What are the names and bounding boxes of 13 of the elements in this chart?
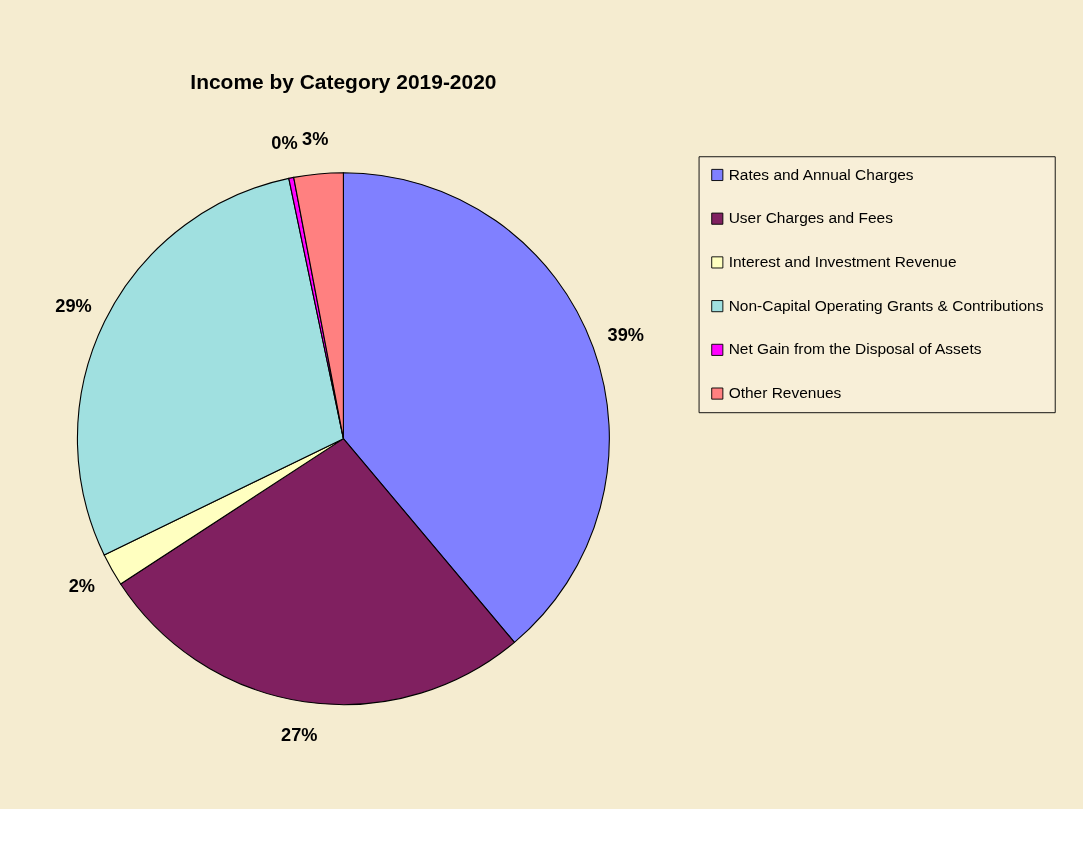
legend-label: Rates and Annual Charges <box>728 165 914 183</box>
legend-label: Other Revenues <box>728 384 842 402</box>
chart-title: Income by Category 2019-2020 <box>190 70 497 94</box>
data-label: 39% <box>607 325 645 346</box>
data-label: 27% <box>281 725 318 746</box>
data-label: 3% <box>302 128 329 149</box>
data-label: 2% <box>68 576 95 597</box>
legend-label: Interest and Investment Revenue <box>728 252 957 270</box>
data-label: 29% <box>55 295 92 316</box>
legend-label: Non-Capital Operating Grants & Contributions <box>728 296 1044 314</box>
legend-label: Net Gain from the Disposal of Assets <box>728 340 982 358</box>
data-label: 0% <box>271 133 298 154</box>
legend-label: User Charges and Fees <box>728 209 894 227</box>
